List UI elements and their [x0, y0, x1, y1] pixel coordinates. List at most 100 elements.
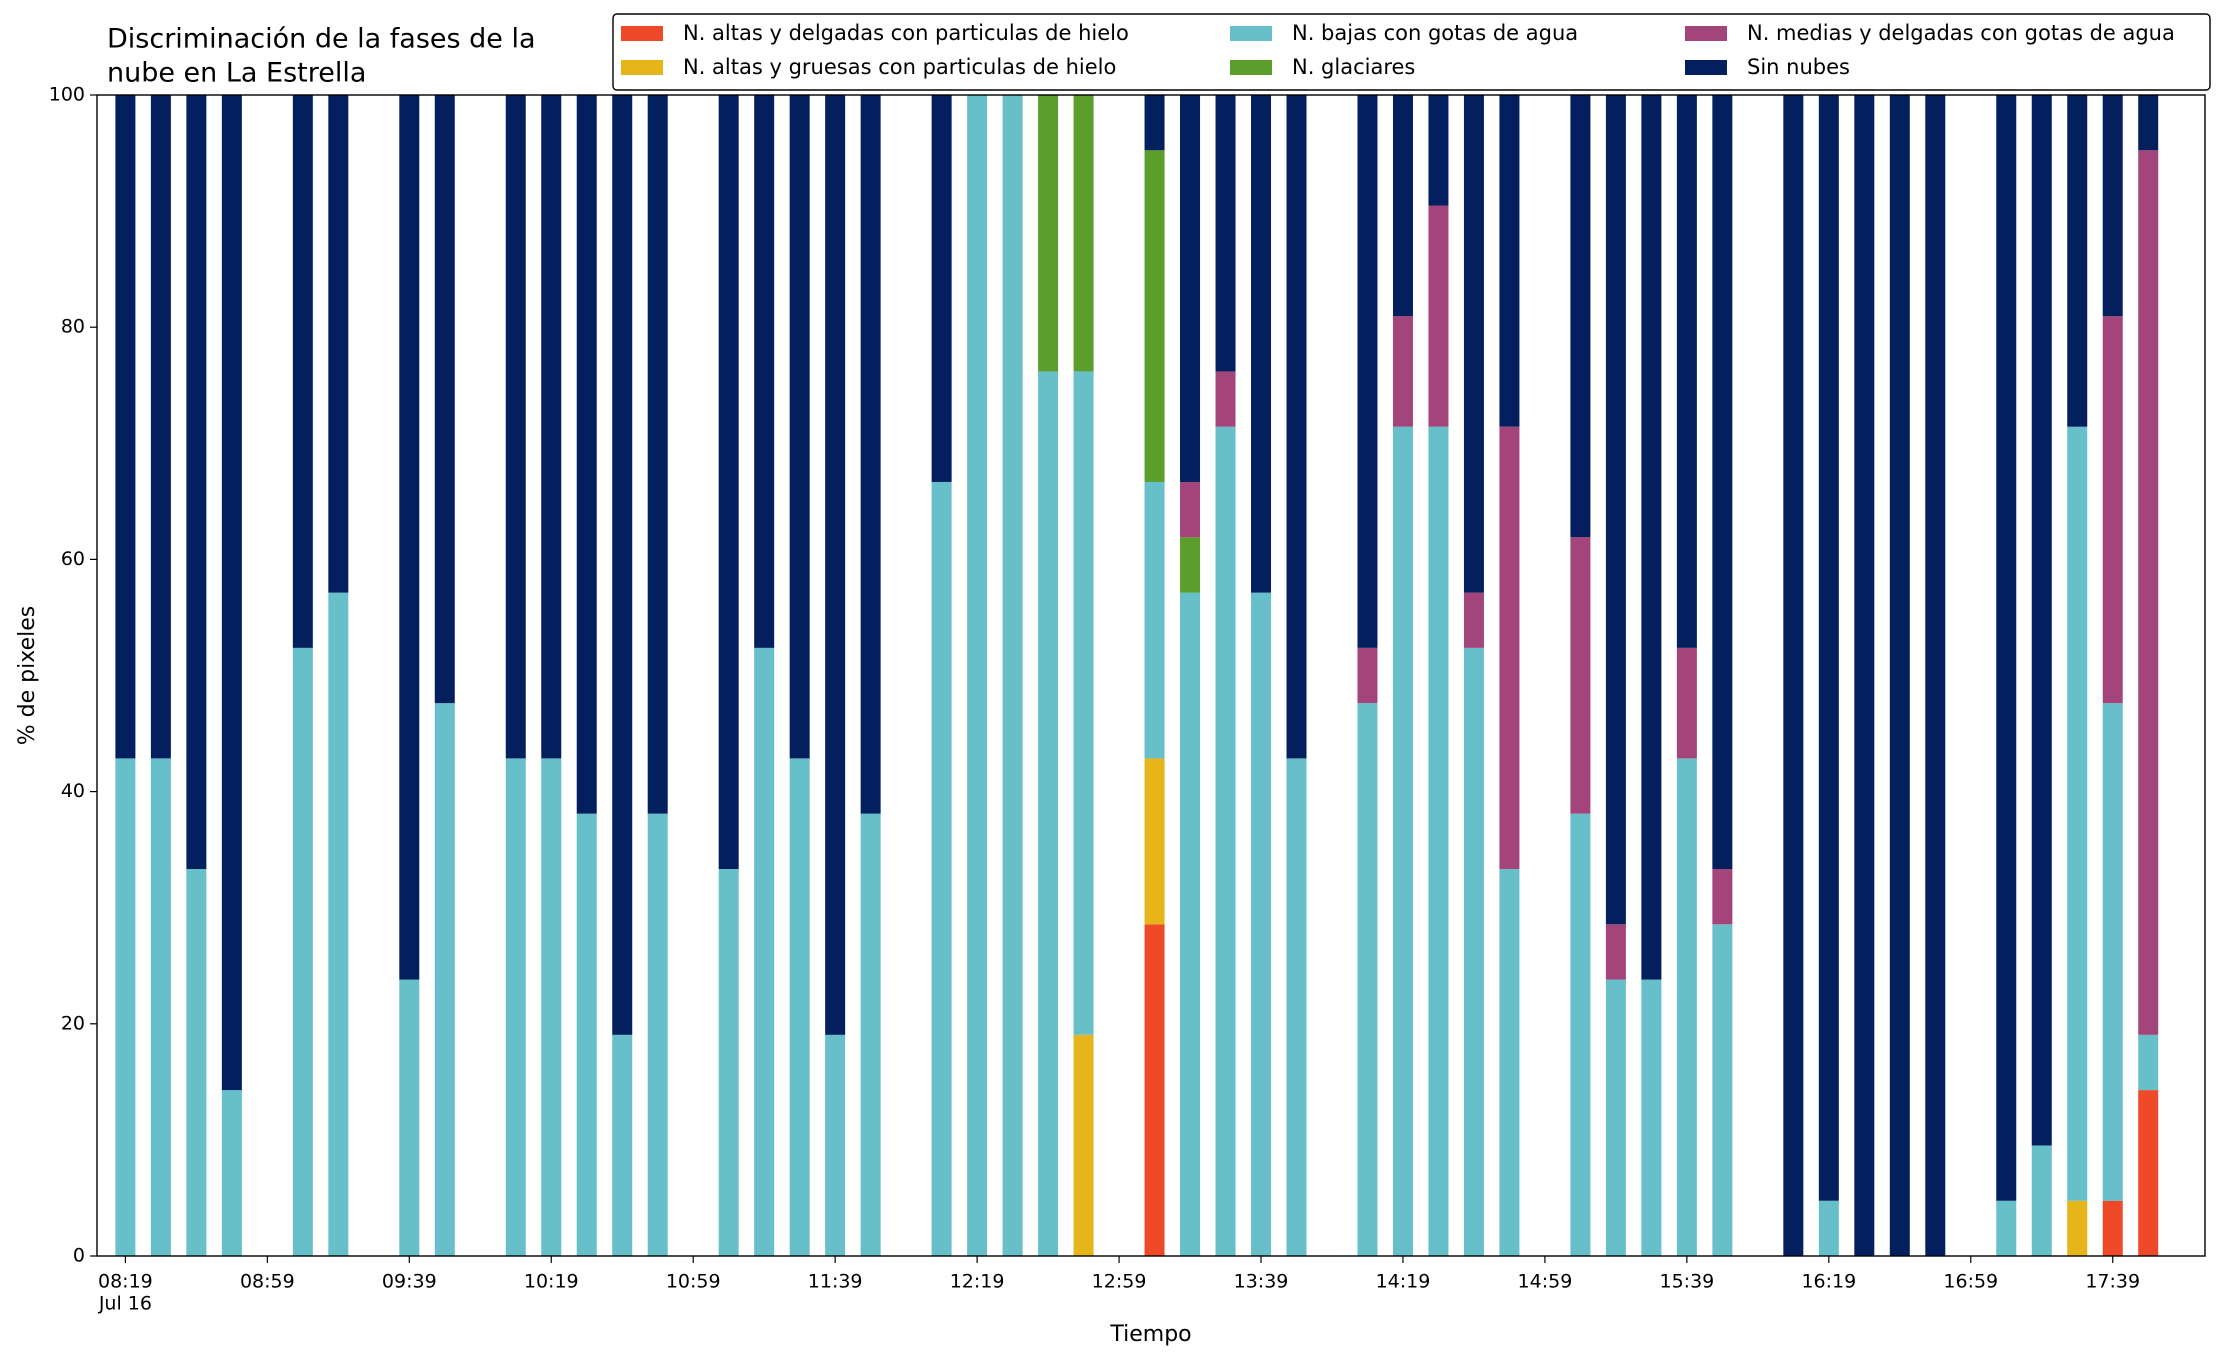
bar-segment — [1676, 95, 1697, 648]
bar-segment — [115, 758, 136, 1256]
bar-segment — [1676, 758, 1697, 1256]
bar-segment — [1996, 95, 2017, 1201]
bar-segment — [2102, 95, 2123, 317]
bar-segment — [754, 95, 775, 648]
bar-segment — [1002, 95, 1023, 1256]
bar-segment — [789, 95, 810, 759]
bar-segment — [825, 1034, 846, 1256]
bar-segment — [1144, 924, 1165, 1256]
bar-segment — [1144, 481, 1165, 759]
bar-segment — [718, 95, 739, 870]
x-tick-label: 10:19 — [524, 1271, 579, 1293]
bar-segment — [1676, 647, 1697, 759]
x-tick-label: 11:39 — [808, 1271, 863, 1293]
bar-segment — [2102, 703, 2123, 1201]
bar-segment — [1180, 95, 1201, 483]
bar-segment — [1073, 371, 1094, 1035]
bar-segment — [1038, 371, 1059, 1257]
bar-segment — [1605, 95, 1626, 925]
x-tick-label: 14:19 — [1376, 1271, 1431, 1293]
y-tick-label: 0 — [73, 1245, 85, 1267]
x-tick-date: Jul 16 — [98, 1293, 152, 1315]
legend-label: N. glaciares — [1292, 55, 1415, 79]
bar-segment — [1818, 1200, 1839, 1256]
bar-segment — [505, 758, 526, 1256]
bar-segment — [576, 813, 597, 1256]
plot-frame — [96, 94, 2206, 1257]
x-tick-label: 12:19 — [950, 1271, 1005, 1293]
bar-segment — [1428, 426, 1449, 1256]
bar-segment — [1180, 482, 1201, 538]
bar-segment — [186, 95, 207, 870]
bar-segment — [1144, 95, 1165, 151]
bar-segment — [647, 813, 668, 1256]
bar-segment — [2138, 95, 2159, 151]
chart-title: nube en La Estrella — [107, 58, 366, 89]
bar-segment — [2102, 1200, 2123, 1256]
bar-segment — [399, 979, 420, 1256]
bar-segment — [1392, 426, 1413, 1256]
legend-swatch — [1685, 60, 1727, 75]
bar-segment — [1712, 924, 1733, 1256]
bar-segment — [1712, 869, 1733, 925]
bar-segment — [292, 95, 313, 648]
x-tick-label: 15:39 — [1659, 1271, 1714, 1293]
bar-segment — [1215, 426, 1236, 1256]
x-tick-label: 13:39 — [1234, 1271, 1289, 1293]
x-tick-label: 17:39 — [2085, 1271, 2140, 1293]
bar-segment — [1428, 95, 1449, 206]
bar-segment — [399, 95, 420, 980]
legend-label: N. bajas con gotas de agua — [1292, 21, 1578, 45]
bar-segment — [328, 95, 349, 593]
bar-segment — [1570, 94, 1591, 538]
bar-segment — [2067, 95, 2088, 427]
y-tick-label: 80 — [61, 316, 85, 338]
bar-segment — [718, 869, 739, 1256]
y-tick-label: 100 — [49, 84, 85, 106]
bar-segment — [1180, 592, 1201, 1256]
bar-segment — [541, 758, 562, 1256]
bar-segment — [1251, 95, 1272, 593]
bar-segment — [1605, 979, 1626, 1256]
bar-segment — [931, 95, 952, 482]
x-tick-label: 16:59 — [1943, 1271, 1998, 1293]
bar-segment — [1783, 95, 1804, 1256]
bar-segment — [1499, 869, 1520, 1256]
bar-segment — [2067, 426, 2088, 1201]
bar-segment — [1818, 95, 1839, 1201]
bar-segment — [434, 95, 455, 704]
bar-segment — [1144, 150, 1165, 482]
legend-swatch — [621, 26, 663, 41]
bar-segment — [434, 703, 455, 1256]
legend-box — [612, 13, 2211, 91]
bar-segment — [754, 647, 775, 1256]
bar-segment — [150, 95, 171, 759]
y-tick-label: 40 — [61, 780, 85, 802]
bar-segment — [328, 592, 349, 1256]
bar-segment — [1428, 205, 1449, 427]
legend-swatch — [1230, 26, 1272, 41]
x-tick-label: 16:19 — [1801, 1271, 1856, 1293]
bar-segment — [2138, 1090, 2159, 1256]
legend-swatch — [1230, 60, 1272, 75]
bar-segment — [1180, 537, 1201, 593]
bar-segment — [1641, 95, 1662, 980]
legend-label: N. medias y delgadas con gotas de agua — [1747, 21, 2175, 45]
chart-title: Discriminación de la fases de la — [107, 24, 536, 55]
bar-segment — [1570, 537, 1591, 814]
bar-segment — [612, 95, 633, 1035]
legend-label: Sin nubes — [1747, 55, 1850, 79]
x-axis-label: Tiempo — [1109, 1322, 1191, 1347]
bar-segment — [541, 95, 562, 759]
bar-segment — [647, 95, 668, 814]
bar-segment — [576, 95, 597, 814]
legend-label: N. altas y delgadas con particulas de hi… — [683, 21, 1129, 45]
bar-segment — [2138, 1034, 2159, 1091]
bar-segment — [1463, 592, 1484, 648]
bar-segment — [505, 95, 526, 759]
bar-segment — [1712, 95, 1733, 870]
bar-segment — [1215, 95, 1236, 372]
bar-segment — [1570, 813, 1591, 1256]
bar-segment — [115, 95, 136, 759]
y-axis-label: % de pixeles — [15, 606, 40, 745]
